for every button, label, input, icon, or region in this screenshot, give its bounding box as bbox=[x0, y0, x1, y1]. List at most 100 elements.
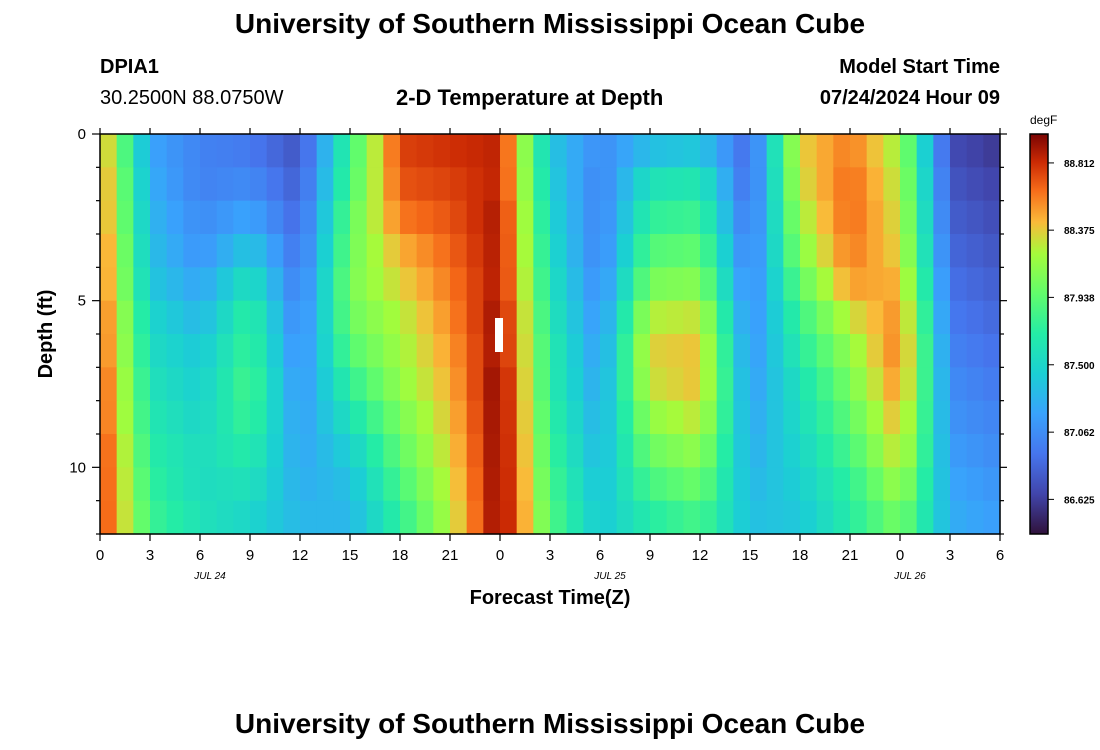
footer-title: University of Southern Mississippi Ocean… bbox=[234, 708, 866, 739]
heatmap-cell bbox=[450, 134, 468, 168]
heatmap-cell bbox=[916, 234, 934, 268]
heatmap-cell bbox=[983, 300, 1001, 335]
heatmap-cell bbox=[433, 500, 451, 535]
heatmap-cell bbox=[916, 200, 934, 235]
heatmap-cell bbox=[233, 400, 251, 435]
heatmap-cell bbox=[650, 234, 668, 268]
x-tick-label: 6 bbox=[596, 547, 604, 564]
heatmap-cell bbox=[150, 200, 168, 235]
heatmap-cell bbox=[200, 200, 218, 235]
heatmap-cell bbox=[550, 300, 568, 335]
heatmap-cell bbox=[516, 334, 534, 368]
heatmap-cell bbox=[100, 134, 118, 168]
heatmap-cell bbox=[133, 167, 151, 202]
heatmap-cell bbox=[833, 134, 851, 168]
heatmap-cell bbox=[783, 200, 801, 235]
heatmap-cell bbox=[600, 134, 618, 168]
heatmap-cell bbox=[666, 400, 684, 435]
heatmap-cell bbox=[133, 434, 151, 468]
heatmap-cell bbox=[316, 200, 334, 235]
heatmap-cell bbox=[833, 434, 851, 468]
heatmap-cell bbox=[216, 234, 234, 268]
heatmap-cell bbox=[550, 367, 568, 402]
heatmap-cell bbox=[100, 267, 118, 302]
heatmap-cell bbox=[250, 500, 268, 535]
heatmap-cell bbox=[466, 234, 484, 268]
heatmap-cell bbox=[750, 200, 768, 235]
heatmap-cell bbox=[683, 334, 701, 368]
colorbar-tick-label: 86.625 bbox=[1064, 495, 1095, 506]
heatmap-cell bbox=[683, 234, 701, 268]
heatmap-cell bbox=[666, 234, 684, 268]
heatmap-cell bbox=[216, 334, 234, 368]
heatmap-cell bbox=[650, 500, 668, 535]
heatmap-cell bbox=[683, 467, 701, 502]
heatmap-cell bbox=[466, 467, 484, 502]
heatmap-cell bbox=[150, 234, 168, 268]
heatmap-cell bbox=[600, 200, 618, 235]
heatmap-cell bbox=[116, 300, 134, 335]
heatmap-cell bbox=[466, 167, 484, 202]
heatmap-cell bbox=[316, 467, 334, 502]
heatmap-cell bbox=[683, 367, 701, 402]
heatmap-cell bbox=[133, 234, 151, 268]
heatmap-cell bbox=[566, 167, 584, 202]
heatmap-cell bbox=[766, 300, 784, 335]
heatmap-cell bbox=[550, 334, 568, 368]
heatmap-cell bbox=[700, 434, 718, 468]
heatmap-cell bbox=[300, 467, 318, 502]
heatmap-cell bbox=[400, 167, 418, 202]
heatmap-cell bbox=[150, 267, 168, 302]
heatmap-cell bbox=[550, 234, 568, 268]
heatmap-cell bbox=[433, 167, 451, 202]
heatmap-cell bbox=[833, 334, 851, 368]
x-tick-label: 3 bbox=[546, 547, 554, 564]
heatmap-cell bbox=[783, 134, 801, 168]
station-coords: 30.2500N 88.0750W bbox=[100, 87, 284, 109]
heatmap-cell bbox=[783, 167, 801, 202]
heatmap-cell bbox=[966, 234, 984, 268]
heatmap-cell bbox=[666, 467, 684, 502]
heatmap-cell bbox=[266, 367, 284, 402]
heatmap-cell bbox=[916, 300, 934, 335]
heatmap-cell bbox=[733, 400, 751, 435]
heatmap-cell bbox=[616, 267, 634, 302]
heatmap-cell bbox=[150, 500, 168, 535]
heatmap-cell bbox=[650, 134, 668, 168]
heatmap-cell bbox=[416, 267, 434, 302]
heatmap-cell bbox=[933, 234, 951, 268]
heatmap-cell bbox=[916, 134, 934, 168]
heatmap-cell bbox=[250, 300, 268, 335]
heatmap-cell bbox=[100, 400, 118, 435]
heatmap-cell bbox=[483, 234, 501, 268]
heatmap-cell bbox=[316, 134, 334, 168]
heatmap-cell bbox=[350, 300, 368, 335]
heatmap-cell bbox=[400, 267, 418, 302]
heatmap-cell bbox=[816, 167, 834, 202]
heatmap-cell bbox=[600, 500, 618, 535]
heatmap-cell bbox=[833, 200, 851, 235]
heatmap-cell bbox=[216, 134, 234, 168]
heatmap-cell bbox=[166, 167, 184, 202]
heatmap-cell bbox=[116, 500, 134, 535]
heatmap-cell bbox=[833, 267, 851, 302]
heatmap-cell bbox=[633, 167, 651, 202]
heatmap-cell bbox=[300, 434, 318, 468]
heatmap-cell bbox=[866, 400, 884, 435]
heatmap-cell bbox=[950, 434, 968, 468]
heatmap-cell bbox=[950, 367, 968, 402]
heatmap-cell bbox=[133, 267, 151, 302]
heatmap-cell bbox=[516, 367, 534, 402]
heatmap-cell bbox=[583, 234, 601, 268]
heatmap-cell bbox=[583, 267, 601, 302]
heatmap-cell bbox=[616, 200, 634, 235]
heatmap-cell bbox=[533, 267, 551, 302]
heatmap-cell bbox=[216, 300, 234, 335]
heatmap-cell bbox=[333, 400, 351, 435]
heatmap-cell bbox=[950, 200, 968, 235]
x-tick-label: 15 bbox=[342, 547, 359, 564]
heatmap-cell bbox=[516, 300, 534, 335]
heatmap-cell bbox=[883, 334, 901, 368]
heatmap-cell bbox=[600, 367, 618, 402]
heatmap-cell bbox=[650, 300, 668, 335]
